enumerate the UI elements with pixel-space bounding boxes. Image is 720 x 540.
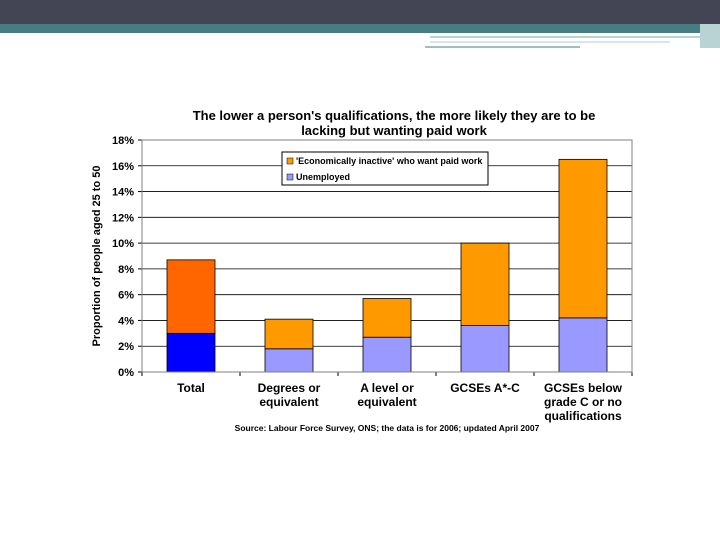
bar-unemployed [362,336,412,373]
chart-title-line-2: lacking but wanting paid work [301,123,487,138]
legend-box [281,151,489,186]
header-band [0,0,720,24]
legend-swatch-inactive [286,157,294,165]
legend-label-inactive: 'Economically inactive' who want paid wo… [296,156,483,166]
y-tick-label: 16% [112,161,134,173]
chart-title-line-1: The lower a person's qualifications, the… [193,108,596,123]
bar-economically-inactive [460,242,510,327]
x-category-label: A level or [360,381,414,395]
header-rule [430,36,700,38]
bar-unemployed [460,325,510,373]
y-tick-label: 2% [118,341,134,353]
y-tick-label: 12% [112,212,134,224]
y-tick-label: 0% [118,367,134,379]
header-rule [425,46,580,48]
header-corner-block [700,24,720,48]
bar-economically-inactive [362,298,412,338]
x-category-label: grade C or no [544,395,622,409]
y-tick-label: 4% [118,315,134,327]
x-category-label: equivalent [259,395,318,409]
x-category-label: equivalent [357,395,416,409]
x-category-label: GCSEs A*-C [450,381,520,395]
plot-area-border [141,139,633,373]
x-category-label: GCSEs below [544,381,623,395]
header-accent-band [0,24,700,33]
header-rule [430,41,670,43]
bar-economically-inactive [166,259,216,334]
legend: 'Economically inactive' who want paid wo… [281,151,489,186]
x-category-label: Total [177,381,205,395]
y-axis-label: Proportion of people aged 25 to 50 [91,166,103,347]
legend-label-unemployed: Unemployed [296,172,350,182]
chart-source-note: Source: Labour Force Survey, ONS; the da… [235,423,540,433]
y-axis-ticks: 0% 2% 4% 6% 8% 10% 12% 14% 16% 18% [112,135,142,379]
bar-economically-inactive [264,318,314,350]
bar-unemployed [264,348,314,373]
x-category-label: Degrees or [258,381,321,395]
y-tick-label: 18% [112,135,134,147]
y-tick-label: 8% [118,264,134,276]
bar-unemployed [166,332,216,373]
legend-swatch-unemployed [286,173,294,181]
y-tick-label: 14% [112,187,134,199]
y-tick-label: 6% [118,290,134,302]
bars [166,158,608,373]
x-category-label: qualifications [544,409,622,423]
bar-economically-inactive [558,158,608,319]
bar-unemployed [558,317,608,373]
y-tick-label: 10% [112,238,134,250]
